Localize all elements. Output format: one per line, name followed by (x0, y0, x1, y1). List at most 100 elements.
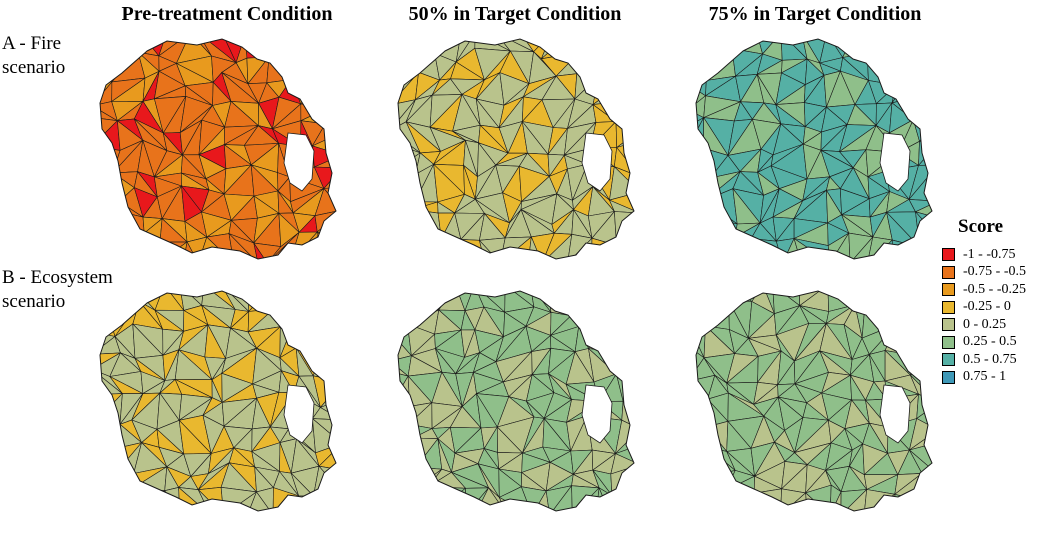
watershed-unit (100, 246, 122, 259)
watershed-unit (290, 330, 325, 349)
watershed-unit (696, 300, 718, 327)
watershed-unit (599, 334, 621, 355)
watershed-unit (696, 422, 708, 448)
watershed-unit (696, 485, 720, 511)
watershed-unit (398, 421, 414, 439)
map-ecosystem-50-target-svg (397, 290, 635, 512)
watershed-unit (592, 75, 618, 106)
watershed-unit (100, 447, 118, 477)
watershed-unit (290, 308, 324, 332)
watershed-unit (910, 322, 932, 357)
legend-label: -0.75 - -0.5 (963, 264, 1026, 280)
watershed-unit (617, 291, 634, 312)
watershed-unit (440, 238, 463, 259)
watershed-unit (912, 94, 932, 121)
watershed-unit (753, 488, 782, 511)
watershed-unit (398, 405, 411, 425)
watershed-unit (696, 345, 705, 383)
watershed-unit (696, 173, 711, 202)
map-ecosystem-pre-treatment-svg (99, 290, 337, 512)
watershed-unit (100, 442, 118, 477)
watershed-unit (616, 74, 634, 107)
watershed-unit (918, 50, 932, 88)
watershed-unit (129, 232, 159, 259)
watershed-unit (398, 466, 417, 501)
watershed-unit (891, 74, 924, 104)
legend-items: -1 - -0.75 -0.75 - -0.5 -0.5 - -0.25 -0.25 … (942, 246, 1026, 386)
watershed-unit (318, 49, 336, 80)
watershed-unit (100, 423, 121, 449)
watershed-unit (696, 474, 719, 498)
map-fire-75-target (688, 33, 938, 263)
watershed-unit (696, 39, 714, 54)
watershed-unit (578, 299, 601, 336)
watershed-unit (711, 39, 742, 53)
watershed-unit (406, 468, 443, 495)
map-ecosystem-50-target (390, 285, 640, 515)
watershed-unit (398, 193, 416, 216)
watershed-unit (696, 422, 708, 448)
watershed-unit (908, 291, 932, 310)
map-ecosystem-75-target-svg (695, 290, 933, 512)
watershed-unit (570, 291, 593, 317)
watershed-unit (100, 236, 121, 259)
watershed-unit (398, 371, 409, 409)
watershed-unit (706, 420, 729, 453)
row-label-ecosystem-line1: B - Ecosystem (2, 267, 113, 288)
watershed-unit (888, 57, 920, 76)
watershed-unit (696, 39, 714, 53)
watershed-unit (884, 291, 910, 305)
watershed-unit (316, 231, 336, 259)
watershed-unit (696, 323, 705, 359)
region-outline (397, 290, 635, 512)
watershed-unit (111, 473, 135, 498)
watershed-unit (326, 75, 336, 109)
watershed-unit (112, 232, 145, 259)
watershed-unit (398, 39, 417, 59)
watershed-unit (398, 201, 416, 216)
watershed-unit (615, 336, 634, 349)
watershed-unit (591, 237, 618, 259)
watershed-unit (273, 291, 298, 310)
watershed-unit (295, 347, 314, 377)
watershed-unit (137, 39, 160, 57)
watershed-unit (398, 437, 417, 470)
legend-swatch (942, 318, 955, 332)
watershed-unit (718, 489, 728, 511)
watershed-unit (865, 39, 894, 54)
watershed-unit (916, 349, 932, 371)
legend-item: -0.75 - -0.5 (942, 264, 1026, 282)
watershed-unit (889, 39, 920, 63)
column-title-pre-treatment: Pre-treatment Condition (121, 3, 333, 25)
watershed-unit (716, 291, 729, 311)
watershed-unit (866, 39, 893, 63)
watershed-unit (410, 238, 442, 259)
watershed-unit (405, 291, 439, 311)
watershed-unit (571, 485, 600, 511)
watershed-unit (540, 39, 581, 60)
watershed-unit (290, 291, 327, 310)
watershed-unit (247, 291, 274, 313)
watershed-unit (591, 291, 619, 304)
watershed-unit (610, 39, 634, 64)
watershed-unit (100, 170, 120, 203)
watershed-unit (726, 489, 755, 511)
watershed-unit (696, 233, 719, 259)
watershed-unit (406, 494, 431, 511)
watershed-unit (615, 302, 634, 338)
watershed-unit (100, 145, 114, 174)
watershed-unit (323, 345, 336, 383)
watershed-unit (616, 86, 634, 107)
watershed-unit (157, 241, 188, 259)
watershed-unit (895, 322, 918, 356)
watershed-unit (398, 494, 421, 511)
watershed-unit (313, 495, 336, 511)
region-outline (99, 290, 337, 512)
watershed-unit (910, 322, 932, 351)
watershed-unit (696, 198, 710, 218)
legend-item: 0 - 0.25 (942, 316, 1026, 334)
watershed-unit (588, 39, 613, 59)
watershed-unit (295, 308, 327, 326)
watershed-unit (322, 324, 336, 359)
watershed-unit (107, 39, 139, 65)
